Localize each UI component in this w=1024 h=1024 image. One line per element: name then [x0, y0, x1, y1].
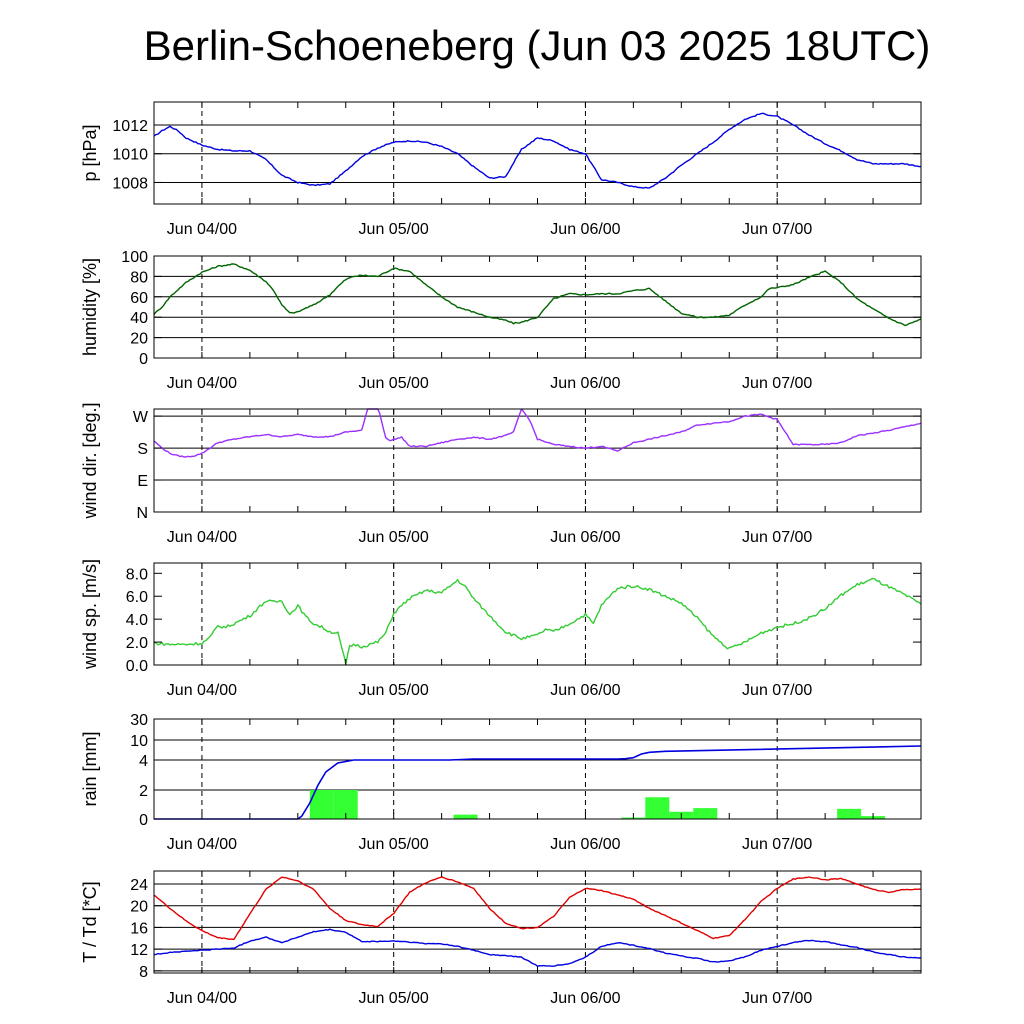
x-tick-label: Jun 07/00 — [742, 990, 812, 1007]
y-axis-label: wind dir. [deg.] — [80, 402, 100, 519]
y-tick-label: 20 — [130, 331, 148, 348]
panel-1: 1008 1010 1012 Jun 04/00 Jun 05/00 Jun 06/00 J… — [80, 101, 922, 238]
x-tick-label: Jun 06/00 — [550, 836, 620, 853]
y-tick-label: 1012 — [112, 118, 148, 135]
x-tick-label: Jun 05/00 — [359, 529, 429, 546]
plot-frame — [153, 408, 922, 513]
x-tick-label: Jun 07/00 — [742, 529, 812, 546]
y-tick-label: 16 — [130, 920, 148, 937]
rain-bar — [453, 814, 478, 819]
plot-frame — [153, 718, 922, 820]
x-tick-label: Jun 05/00 — [359, 682, 429, 699]
y-tick-label: 0.0 — [126, 658, 148, 675]
y-tick-label: 1010 — [112, 147, 148, 164]
x-tick-label: Jun 04/00 — [167, 682, 237, 699]
plot-frame — [153, 255, 922, 359]
x-tick-label: Jun 04/00 — [167, 221, 237, 238]
y-axis-label: T / Td [*C] — [80, 881, 100, 962]
y-tick-label: 80 — [130, 269, 148, 286]
rain-bar — [645, 797, 670, 819]
x-tick-label: Jun 04/00 — [167, 836, 237, 853]
y-axis-label: wind sp. [m/s] — [80, 559, 100, 670]
y-axis-label: humidity [%] — [80, 258, 100, 356]
series-line-1 — [153, 263, 922, 327]
series-line-1 — [153, 112, 921, 189]
x-tick-label: Jun 04/00 — [167, 990, 237, 1007]
x-tick-label: Jun 04/00 — [167, 375, 237, 392]
y-tick-label: 2 — [139, 783, 148, 800]
y-tick-label: 20 — [130, 899, 148, 916]
y-tick-label: 4 — [139, 753, 148, 770]
y-tick-label: 6.0 — [126, 589, 148, 606]
x-tick-label: Jun 06/00 — [550, 375, 620, 392]
y-tick-label: 1008 — [112, 175, 148, 192]
x-tick-label: Jun 05/00 — [359, 375, 429, 392]
x-tick-label: Jun 06/00 — [550, 990, 620, 1007]
page-title: Berlin-Schoeneberg (Jun 03 2025 18UTC) — [143, 22, 931, 69]
x-tick-label: Jun 05/00 — [359, 836, 429, 853]
y-tick-label: 4.0 — [126, 612, 148, 629]
x-tick-label: Jun 05/00 — [359, 990, 429, 1007]
x-tick-label: Jun 07/00 — [742, 836, 812, 853]
y-tick-label: N — [136, 505, 148, 522]
panel-6: 8 12 16 20 24 Jun 04/00 Jun 05/00 Jun 06/00 Jun … — [80, 870, 922, 1007]
y-axis-label: rain [mm] — [80, 731, 100, 806]
y-tick-label: 0 — [139, 351, 148, 368]
rain-bar — [309, 790, 334, 819]
x-tick-label: Jun 06/00 — [550, 682, 620, 699]
series-line-2 — [153, 928, 922, 967]
plot-frame — [153, 562, 922, 666]
x-tick-label: Jun 05/00 — [359, 221, 429, 238]
rain-bar — [333, 790, 358, 819]
y-tick-label: 100 — [121, 249, 148, 266]
x-tick-label: Jun 07/00 — [742, 682, 812, 699]
y-tick-label: 30 — [130, 712, 148, 729]
x-tick-label: Jun 07/00 — [742, 221, 812, 238]
rain-cumulative-line — [154, 745, 922, 820]
y-tick-label: E — [137, 473, 148, 490]
y-axis-label: p [hPa] — [80, 124, 100, 181]
y-tick-label: 40 — [130, 310, 148, 327]
y-tick-label: 60 — [130, 290, 148, 307]
y-tick-label: 8 — [139, 964, 148, 981]
y-tick-label: S — [137, 441, 148, 458]
series-line-1 — [153, 408, 922, 458]
x-tick-label: Jun 04/00 — [167, 529, 237, 546]
y-tick-label: 10 — [130, 733, 148, 750]
y-tick-label: 0 — [139, 812, 148, 829]
y-tick-label: 24 — [130, 877, 148, 894]
series-line-1 — [154, 577, 922, 665]
x-tick-label: Jun 07/00 — [742, 375, 812, 392]
y-tick-label: 8.0 — [126, 566, 148, 583]
panel-4: 0.0 2.0 4.0 6.0 8.0 Jun 04/00 Jun 05/00 Jun 06/… — [80, 559, 922, 699]
x-tick-label: Jun 06/00 — [550, 221, 620, 238]
plot-frame — [153, 101, 922, 205]
y-tick-label: W — [133, 409, 149, 426]
panel-5: 0 2 4 10 30 Jun 04/00 Jun 05/00 Jun 06/00 Jun 07… — [80, 712, 922, 853]
y-tick-label: 12 — [130, 942, 148, 959]
series-line-1 — [153, 876, 922, 941]
rain-bar — [693, 808, 718, 819]
x-tick-label: Jun 06/00 — [550, 529, 620, 546]
panel-2: 0 20 40 60 80 100 Jun 04/00 Jun 05/00 Jun 06/00 J… — [80, 249, 922, 392]
y-tick-label: 2.0 — [126, 635, 148, 652]
rain-bar — [837, 808, 862, 819]
